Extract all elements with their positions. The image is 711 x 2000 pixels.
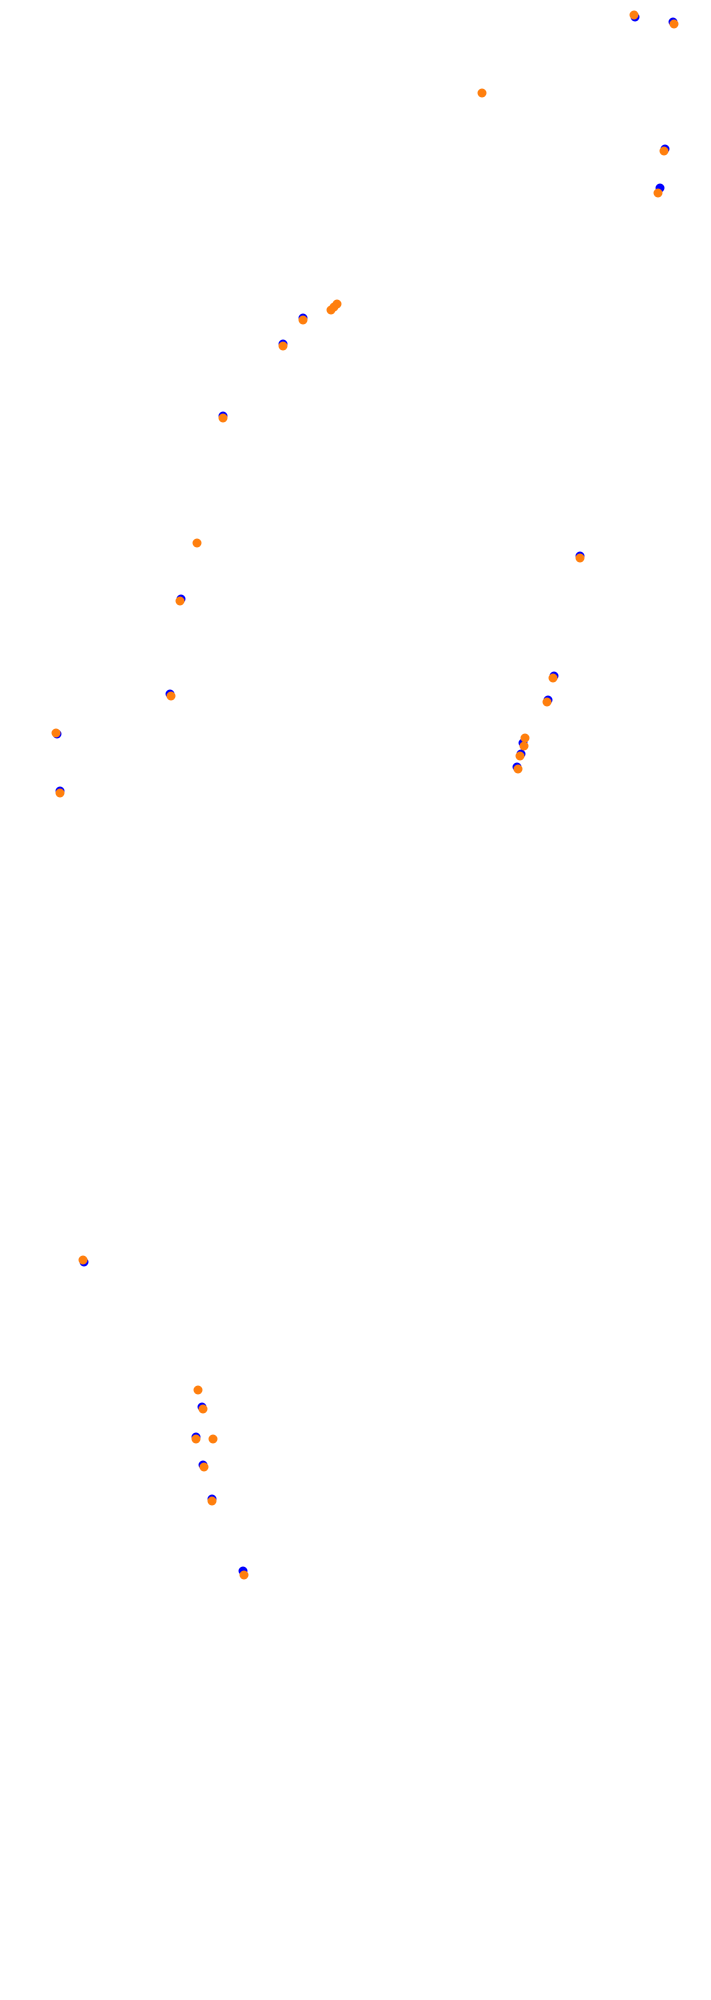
scatter-point-s1-6 — [193, 1385, 203, 1395]
scatter-point-s1-19 — [513, 764, 523, 774]
scatter-point-s1-30 — [669, 19, 679, 29]
scatter-point-s1-4 — [208, 1434, 218, 1444]
scatter-point-s1-18 — [332, 299, 342, 309]
series-layer — [51, 10, 679, 1580]
scatter-point-s1-10 — [166, 691, 176, 701]
scatter-point-s1-12 — [192, 538, 202, 548]
scatter-point-s1-28 — [477, 88, 487, 98]
scatter-point-s1-3 — [191, 1434, 201, 1444]
scatter-point-s1-13 — [218, 413, 228, 423]
series-0 — [52, 12, 678, 1576]
scatter-point-s1-7 — [78, 1255, 88, 1265]
scatter-point-s1-14 — [278, 341, 288, 351]
scatter-point-s1-23 — [542, 697, 552, 707]
scatter-point-s1-29 — [629, 10, 639, 20]
scatter-point-s1-27 — [659, 146, 669, 156]
scatter-point-s1-26 — [653, 188, 663, 198]
scatter-point-s1-25 — [575, 553, 585, 563]
scatter-point-s1-15 — [298, 315, 308, 325]
scatter-point-s1-1 — [207, 1496, 217, 1506]
scatter-point-s1-24 — [548, 673, 558, 683]
scatter-point-s1-2 — [199, 1462, 209, 1472]
scatter-point-s1-5 — [198, 1404, 208, 1414]
scatter-point-s1-9 — [51, 728, 61, 738]
scatter-point-s1-0 — [239, 1570, 249, 1580]
scatter-point-s1-21 — [519, 741, 529, 751]
scatter-point-s1-11 — [175, 596, 185, 606]
scatter-point-s1-22 — [520, 733, 530, 743]
scatter-point-s1-8 — [55, 788, 65, 798]
scatter-point-s1-20 — [515, 751, 525, 761]
series-1 — [51, 10, 679, 1580]
